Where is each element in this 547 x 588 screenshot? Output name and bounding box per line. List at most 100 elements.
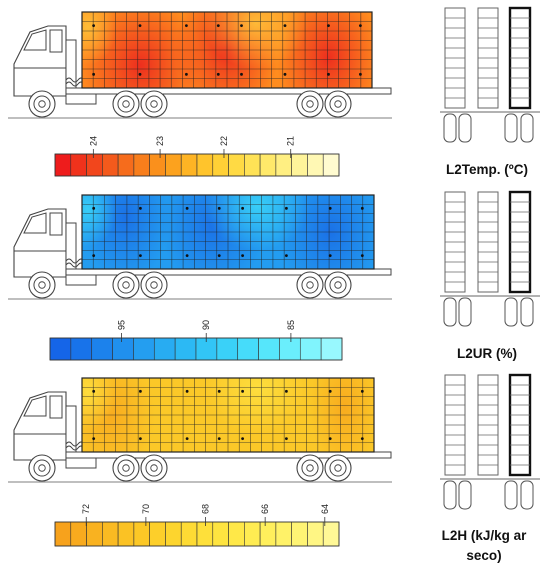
scale-cell bbox=[244, 153, 261, 177]
cab-side-window bbox=[49, 395, 63, 419]
sensor-dot bbox=[360, 206, 364, 210]
cab-window bbox=[23, 212, 47, 234]
sensor-dot bbox=[360, 389, 364, 393]
scale-cell bbox=[322, 521, 340, 547]
sensor-dot bbox=[139, 389, 142, 393]
scale-tick-label: 70 bbox=[141, 504, 151, 514]
scale-cell bbox=[133, 153, 150, 177]
sensor-dot bbox=[92, 437, 96, 441]
rack-wheel bbox=[504, 480, 518, 510]
fuel-tank bbox=[65, 93, 97, 105]
scale-cell bbox=[228, 153, 245, 177]
rack-wheel bbox=[458, 480, 472, 510]
scale-cell bbox=[86, 521, 103, 547]
heatmap-grid bbox=[82, 195, 374, 269]
sensor-dot bbox=[217, 206, 221, 210]
scale-cell bbox=[117, 153, 135, 177]
scale-cell bbox=[102, 521, 119, 547]
sensor-dot bbox=[185, 206, 189, 210]
scale-cell bbox=[112, 337, 134, 361]
truck-panel-enthalpy: 72 70 68 66 64 bbox=[8, 373, 540, 547]
scale-cell bbox=[244, 521, 261, 547]
scale-cell bbox=[54, 153, 72, 177]
rack-wheel bbox=[520, 113, 534, 143]
sensor-dot bbox=[241, 254, 245, 258]
sensor-dot bbox=[285, 437, 288, 441]
sensor-dot bbox=[241, 206, 245, 210]
truck-cab bbox=[13, 25, 85, 97]
color-scale-temperature: 24 23 22 21 bbox=[54, 136, 340, 177]
sensor-dot bbox=[327, 24, 330, 28]
scale-cell bbox=[299, 337, 322, 361]
scale-cell bbox=[322, 153, 340, 177]
scale-tick-label: 23 bbox=[155, 136, 165, 146]
sensor-dot bbox=[283, 24, 287, 28]
panel-label-enthalpy: L2H (kJ/kg ar seco) bbox=[441, 528, 527, 563]
cab-window bbox=[23, 395, 47, 417]
scale-cell bbox=[70, 521, 87, 547]
cool-spot bbox=[82, 378, 118, 430]
scale-tick-label: 90 bbox=[201, 320, 211, 330]
sensor-dot bbox=[92, 389, 96, 393]
trailer-outline bbox=[81, 377, 375, 453]
sensor-dot bbox=[241, 389, 245, 393]
sensor-dot bbox=[285, 254, 288, 258]
sensor-dot bbox=[240, 24, 243, 28]
sensor-dot bbox=[217, 254, 221, 258]
rack-wheel bbox=[458, 297, 472, 327]
scale-cell bbox=[237, 337, 259, 361]
scale-cell bbox=[149, 521, 166, 547]
sensor-dot bbox=[185, 254, 189, 258]
rack-wheel bbox=[520, 297, 534, 327]
heatmap-grid bbox=[82, 378, 374, 452]
scale-cell bbox=[180, 153, 198, 177]
scale-outline bbox=[49, 337, 343, 361]
sensor-dot bbox=[185, 24, 188, 28]
coupling bbox=[65, 441, 85, 447]
sensor-rack-enthalpy bbox=[440, 373, 540, 510]
trailer-outline bbox=[81, 194, 375, 270]
cool-spot bbox=[82, 195, 118, 247]
rack-wheel bbox=[443, 480, 457, 510]
truck-panel-humidity: 95 90 85 bbox=[8, 190, 540, 361]
scale-cell bbox=[291, 521, 308, 547]
scale-tick-label: 22 bbox=[219, 136, 229, 146]
cab-window bbox=[23, 29, 47, 51]
scale-cell bbox=[228, 521, 245, 547]
trailer-outline bbox=[81, 11, 373, 89]
scale-cell bbox=[275, 521, 292, 547]
scale-cell bbox=[320, 337, 343, 361]
panel-label-temperature: L2Temp. (ºC) bbox=[446, 162, 528, 177]
scale-cell bbox=[291, 153, 308, 177]
scale-cell bbox=[279, 337, 301, 361]
sensor-dot bbox=[139, 206, 142, 210]
sensor-dot bbox=[217, 437, 221, 441]
scale-cell bbox=[54, 521, 72, 547]
scale-tick-label: 24 bbox=[88, 136, 98, 146]
fuel-tank bbox=[65, 274, 97, 286]
heatmap-grid bbox=[82, 12, 372, 88]
fuel-tank bbox=[65, 457, 97, 469]
sensor-dot bbox=[217, 389, 221, 393]
truck-cab bbox=[13, 391, 85, 461]
scale-tick-label: 64 bbox=[320, 504, 330, 514]
scale-cell bbox=[307, 153, 324, 177]
scale-cell bbox=[307, 521, 324, 547]
rack-wheel bbox=[458, 113, 472, 143]
truck-cab bbox=[13, 208, 85, 278]
scale-cell bbox=[91, 337, 113, 361]
scale-tick-label: 68 bbox=[201, 504, 211, 514]
scale-cell bbox=[212, 153, 229, 177]
color-scale-enthalpy: 72 70 68 66 64 bbox=[54, 504, 340, 547]
scale-cell bbox=[174, 337, 197, 361]
scale-cell bbox=[102, 153, 119, 177]
sensor-dot bbox=[139, 437, 142, 441]
sensor-dot bbox=[240, 72, 243, 76]
sensor-dot bbox=[360, 437, 364, 441]
scale-cell bbox=[216, 337, 239, 361]
cab-side-window bbox=[49, 212, 63, 236]
sensor-dot bbox=[92, 206, 96, 210]
panel-label-humidity: L2UR (%) bbox=[457, 346, 517, 361]
sensor-dot bbox=[360, 254, 364, 258]
